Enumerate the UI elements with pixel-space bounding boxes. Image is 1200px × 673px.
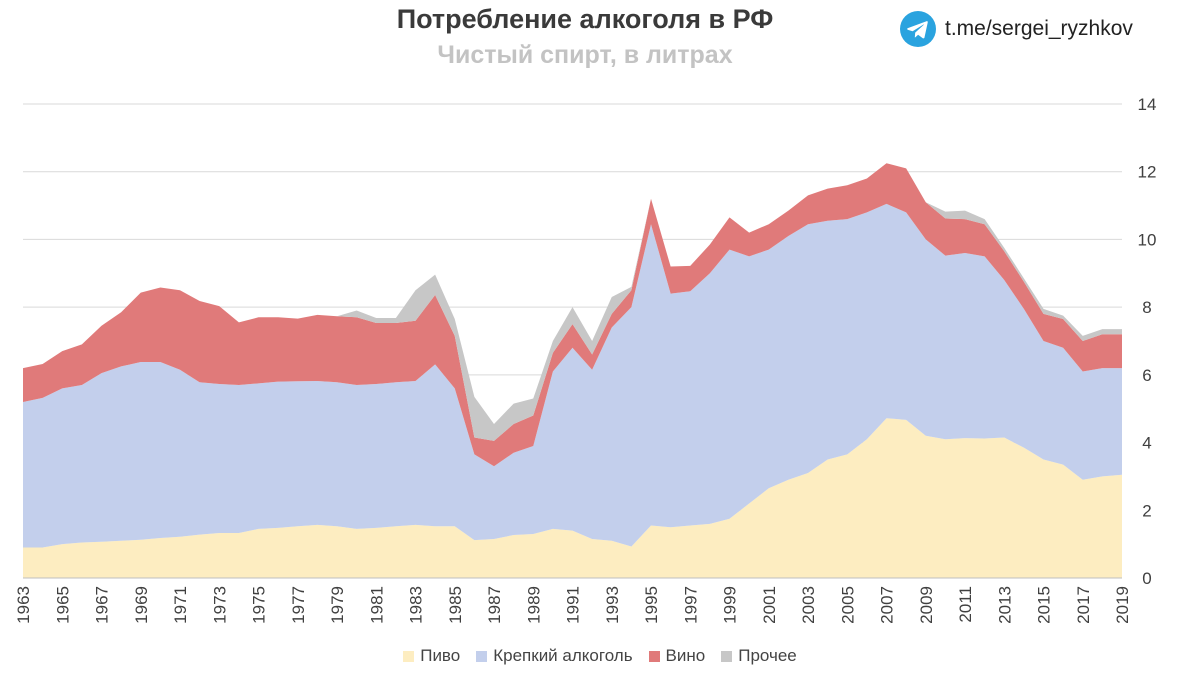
x-tick-label: 1971 xyxy=(171,586,190,624)
chart-title: Потребление алкоголя в РФ xyxy=(396,4,774,34)
x-tick-label: 1981 xyxy=(367,586,386,624)
y-tick-label: 8 xyxy=(1142,298,1151,317)
y-tick-label: 4 xyxy=(1142,434,1151,453)
x-tick-label: 1997 xyxy=(681,586,700,624)
x-tick-label: 1979 xyxy=(328,586,347,624)
legend-swatch xyxy=(648,650,660,662)
legend-label: Пиво xyxy=(420,646,461,665)
x-tick-label: 1977 xyxy=(289,586,308,624)
x-tick-label: 1999 xyxy=(721,586,740,624)
legend-item: Пиво xyxy=(403,646,460,666)
y-tick-label: 6 xyxy=(1142,366,1151,385)
y-tick-label: 12 xyxy=(1138,163,1157,182)
legend-label: Крепкий алкоголь xyxy=(493,646,633,665)
legend-item: Вино xyxy=(648,646,706,666)
x-tick-label: 2005 xyxy=(838,586,857,624)
legend-swatch xyxy=(476,650,488,662)
chart-subtitle: Чистый спирт, в литрах xyxy=(437,41,733,69)
x-tick-label: 1989 xyxy=(524,586,543,624)
telegram-icon xyxy=(900,11,936,47)
series-area-0 xyxy=(23,418,1122,578)
x-tick-label: 2001 xyxy=(760,586,779,624)
x-tick-label: 1965 xyxy=(53,586,72,624)
legend-label: Вино xyxy=(665,646,706,665)
chart-legend: Пиво Крепкий алкоголь Вино Прочее xyxy=(0,646,1200,666)
x-tick-label: 2011 xyxy=(956,586,975,623)
y-tick-label: 14 xyxy=(1138,95,1157,114)
x-tick-label: 2015 xyxy=(1035,586,1054,624)
legend-swatch xyxy=(403,650,415,662)
x-tick-label: 2007 xyxy=(878,586,897,624)
x-tick-label: 2013 xyxy=(995,586,1014,624)
channel-handle: t.me/sergei_ryzhkov xyxy=(945,17,1133,40)
x-tick-label: 1975 xyxy=(250,586,269,624)
x-tick-label: 1983 xyxy=(407,586,426,624)
x-tick-label: 1995 xyxy=(642,586,661,624)
legend-swatch xyxy=(721,650,733,662)
x-tick-label: 1991 xyxy=(564,586,583,624)
x-tick-label: 2019 xyxy=(1113,586,1132,624)
x-tick-label: 2017 xyxy=(1074,586,1093,624)
x-tick-label: 1973 xyxy=(210,586,229,624)
x-tick-label: 1963 xyxy=(14,586,33,624)
x-tick-label: 1969 xyxy=(132,586,151,624)
y-tick-label: 0 xyxy=(1142,569,1151,588)
y-tick-label: 2 xyxy=(1142,501,1151,520)
series-area-1 xyxy=(23,203,1122,548)
x-tick-label: 1987 xyxy=(485,586,504,624)
y-tick-label: 10 xyxy=(1138,230,1157,249)
x-tick-label: 2009 xyxy=(917,586,936,624)
legend-item: Крепкий алкоголь xyxy=(476,646,633,666)
x-tick-label: 1985 xyxy=(446,586,465,624)
channel-link[interactable]: t.me/sergei_ryzhkov xyxy=(900,11,1133,47)
legend-item: Прочее xyxy=(721,646,797,666)
x-tick-label: 1993 xyxy=(603,586,622,624)
legend-label: Прочее xyxy=(738,646,797,665)
x-tick-label: 1967 xyxy=(93,586,112,624)
x-tick-label: 2003 xyxy=(799,586,818,624)
